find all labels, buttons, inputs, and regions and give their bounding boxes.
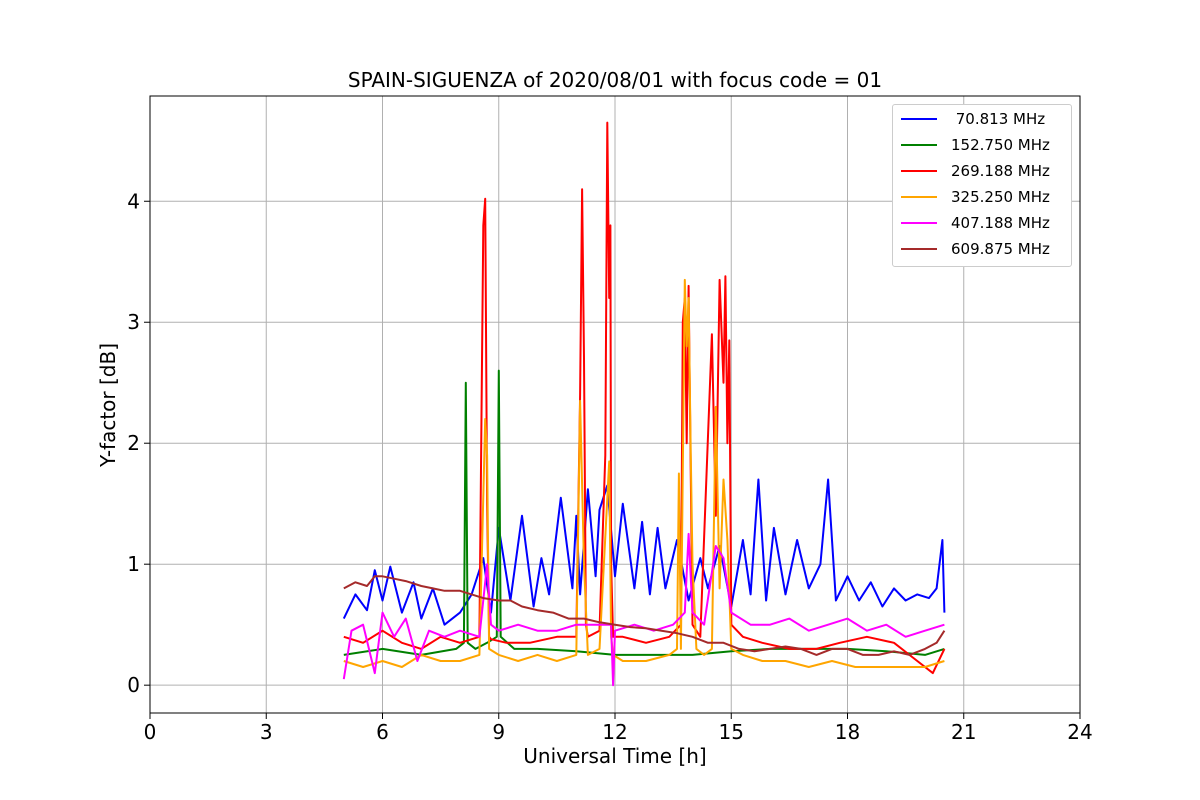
series-line-5: [343, 575, 946, 656]
legend-label: 609.875 MHz: [951, 240, 1050, 258]
series-line-4: [342, 532, 945, 687]
legend-label: 407.188 MHz: [951, 214, 1050, 232]
series-line-3: [343, 278, 945, 668]
legend-item: 407.188 MHz: [893, 213, 1071, 233]
legend-swatch: [901, 248, 937, 250]
x-tick-label: 9: [492, 720, 505, 744]
x-axis-label: Universal Time [h]: [523, 744, 706, 768]
x-tick-label: 0: [144, 720, 157, 744]
y-axis-label: Y-factor [dB]: [96, 343, 120, 468]
legend-item: 269.188 MHz: [893, 161, 1071, 181]
legend-swatch: [901, 196, 937, 198]
x-tick-label: 3: [260, 720, 273, 744]
legend-swatch: [901, 170, 937, 172]
series-line-2: [343, 121, 946, 675]
x-tick-label: 18: [835, 720, 860, 744]
legend-item: 152.750 MHz: [893, 135, 1071, 155]
chart-title: SPAIN-SIGUENZA of 2020/08/01 with focus …: [348, 68, 882, 92]
x-tick-label: 6: [376, 720, 389, 744]
series-layer: [342, 121, 946, 687]
legend-item: 70.813 MHz: [893, 109, 1071, 129]
legend-label: 269.188 MHz: [951, 162, 1050, 180]
legend-swatch: [901, 222, 937, 224]
legend: 70.813 MHz 152.750 MHz 269.188 MHz 325.2…: [892, 104, 1072, 267]
y-tick-label: 0: [127, 673, 140, 697]
x-tick-label: 24: [1067, 720, 1092, 744]
x-tick-label: 21: [951, 720, 976, 744]
legend-label: 152.750 MHz: [951, 136, 1050, 154]
legend-label: 325.250 MHz: [951, 188, 1050, 206]
legend-swatch: [901, 118, 937, 120]
series-line-1: [343, 369, 945, 656]
x-tick-label: 15: [719, 720, 744, 744]
series-line-0: [342, 478, 946, 626]
y-tick-label: 2: [127, 431, 140, 455]
legend-label: 70.813 MHz: [951, 110, 1046, 128]
x-tick-label: 12: [602, 720, 627, 744]
legend-swatch: [901, 144, 937, 146]
y-tick-label: 1: [127, 552, 140, 576]
legend-item: 325.250 MHz: [893, 187, 1071, 207]
y-tick-label: 3: [127, 310, 140, 334]
y-tick-label: 4: [127, 189, 140, 213]
legend-item: 609.875 MHz: [893, 239, 1071, 259]
